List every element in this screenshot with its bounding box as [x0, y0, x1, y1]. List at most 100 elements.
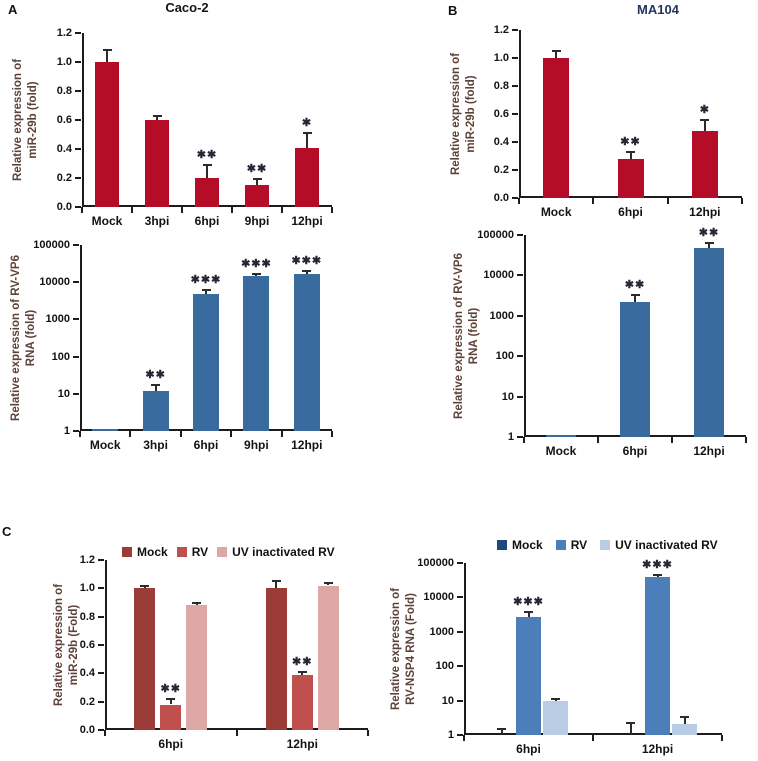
significance-stars: ✱✱ [624, 278, 646, 291]
y-axis-tick-label: 0.6 [79, 639, 95, 651]
y-axis-tick [457, 596, 463, 599]
x-axis-tick [281, 207, 283, 213]
x-axis-tick [592, 198, 595, 204]
y-axis-tick-label: 0.6 [56, 114, 72, 126]
bar [186, 605, 208, 730]
bar [516, 616, 541, 735]
y-axis-tick-label: 10000 [423, 591, 454, 604]
legend-swatch [217, 547, 228, 557]
y-axis-tick-label: 10000 [39, 276, 70, 289]
y-axis-tick [75, 90, 81, 92]
y-axis-tick-label: 0.6 [493, 108, 509, 120]
legend-item: RV [555, 538, 587, 552]
panel-label-c: C [2, 524, 12, 539]
bar [543, 58, 570, 198]
x-axis-tick [741, 198, 743, 204]
y-axis-tick [517, 314, 523, 317]
y-axis-tick [98, 672, 104, 675]
y-axis-tick-label: 0.0 [493, 192, 509, 204]
y-axis-tick-label: 1.2 [79, 554, 95, 566]
bar [195, 178, 219, 207]
bar [617, 158, 644, 198]
bar [317, 585, 339, 730]
y-axis-tick [457, 699, 463, 702]
y-axis-title: Relative expression of RV-VP6 RNA (fold) [453, 253, 480, 419]
significance-stars: ✱ [301, 117, 313, 130]
y-axis-tick [512, 141, 518, 143]
x-category-label: 6hpi [158, 737, 184, 751]
chart-title-ma104: MA104 [637, 2, 679, 17]
error-bar-cap [626, 721, 635, 724]
error-bar [327, 582, 330, 586]
plot-area [105, 560, 368, 730]
error-bar-cap [271, 580, 281, 583]
x-category-label: 12hpi [641, 742, 674, 756]
error-bar-cap [626, 150, 635, 153]
y-axis-tick-label: 10 [501, 390, 514, 403]
significance-stars: ✱✱ [698, 227, 720, 240]
x-axis-tick [721, 735, 723, 741]
error-bar [708, 243, 710, 248]
y-axis-tick [512, 85, 518, 87]
legend-label: UV inactivated RV [232, 545, 335, 559]
error-bar-cap [252, 178, 262, 181]
x-axis-tick [597, 437, 599, 443]
bar [295, 147, 319, 207]
error-bar [195, 602, 198, 606]
y-axis-tick-label: 1.2 [493, 24, 509, 36]
y-axis-tick-label: 1.0 [56, 56, 72, 68]
chart-legend: Mock RV UV inactivated RV [122, 545, 335, 559]
legend-label: RV [191, 545, 209, 559]
chart-legend: Mock RV UV inactivated RV [497, 538, 718, 552]
error-bar-cap [302, 270, 312, 272]
error-bar [154, 385, 157, 391]
error-bar [629, 151, 632, 159]
y-axis-tick [517, 274, 523, 277]
error-bar [205, 289, 207, 295]
y-axis-tick-label: 10 [57, 387, 70, 400]
y-axis-tick-label: 0.0 [79, 724, 95, 736]
y-axis-title: Relative expression of RV-NSP4 RNA (Fold) [390, 587, 417, 711]
error-bar [156, 115, 158, 120]
error-bar-cap [152, 114, 162, 117]
x-axis-tick [592, 735, 594, 741]
legend-item: UV inactivated RV [217, 545, 335, 559]
y-axis-tick [512, 57, 518, 59]
significance-stars: ✱ [699, 103, 710, 116]
x-axis-tick [129, 431, 132, 437]
x-axis-tick [235, 730, 238, 736]
x-category-label: 3hpi [143, 438, 168, 452]
y-axis-tick-label: 1.0 [79, 582, 95, 595]
y-axis-title: Relative expression of miR-29b (fold) [12, 58, 39, 182]
x-axis-tick [179, 431, 182, 437]
error-bar-cap [297, 670, 307, 673]
legend-swatch [497, 540, 507, 550]
bar [95, 62, 119, 207]
significance-stars: ✱✱ [145, 369, 166, 382]
y-axis-tick [98, 700, 104, 703]
y-axis-tick-label: 100 [495, 350, 514, 363]
y-axis-tick [75, 119, 81, 121]
x-axis-tick [104, 730, 106, 736]
error-bar-cap [653, 574, 662, 577]
y-axis-tick [73, 392, 79, 395]
y-axis-tick [457, 734, 463, 736]
error-bar [206, 164, 208, 178]
x-category-label: 12hpi [291, 214, 323, 228]
x-category-label: 9hpi [244, 214, 270, 228]
y-axis-tick-label: 1 [447, 729, 454, 741]
error-bar-cap [201, 288, 211, 291]
y-axis-tick-label: 0.8 [79, 610, 95, 623]
y-axis-tick [512, 113, 518, 115]
x-axis-tick [79, 431, 81, 437]
y-axis-tick [517, 234, 523, 236]
y-axis-tick-label: 1000 [429, 625, 454, 638]
error-bar-cap [151, 384, 161, 387]
error-bar [629, 722, 632, 735]
error-bar [554, 698, 557, 702]
x-axis-tick [331, 431, 333, 437]
legend-swatch [176, 547, 187, 557]
y-axis-tick-label: 0.2 [56, 172, 72, 184]
y-axis-tick [75, 206, 81, 208]
